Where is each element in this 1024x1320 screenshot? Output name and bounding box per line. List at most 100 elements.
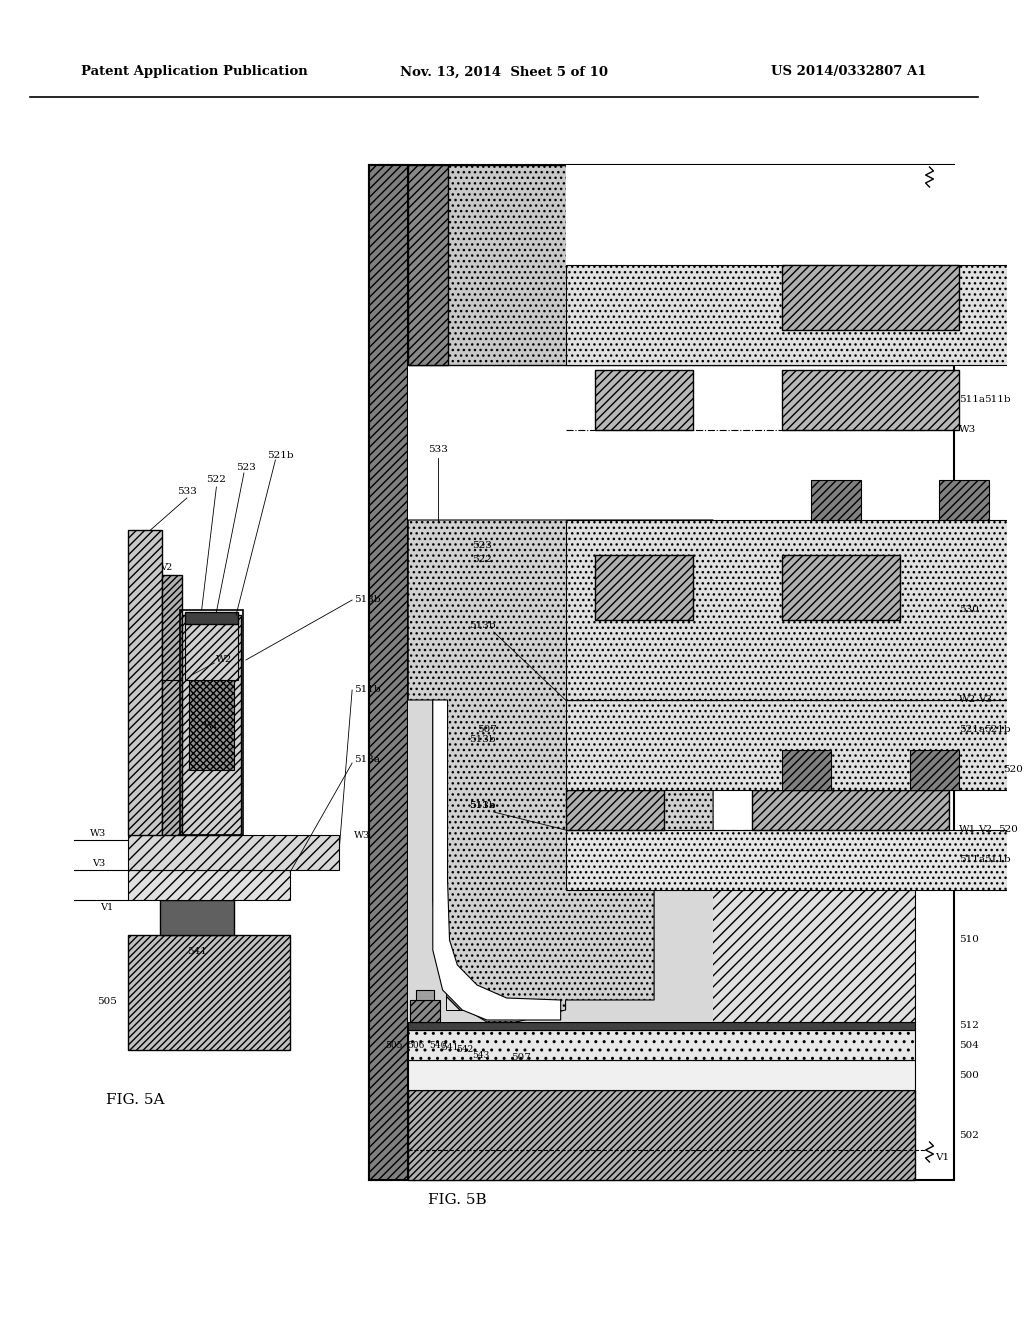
Text: 543: 543 xyxy=(472,1051,489,1060)
Bar xyxy=(128,836,339,870)
Text: 510: 510 xyxy=(959,936,979,945)
Text: 520: 520 xyxy=(998,825,1018,834)
Text: 511b: 511b xyxy=(469,800,496,809)
Text: 522: 522 xyxy=(472,556,492,565)
Bar xyxy=(409,520,713,1022)
Text: Patent Application Publication: Patent Application Publication xyxy=(81,66,307,78)
Text: 542: 542 xyxy=(457,1045,474,1055)
Bar xyxy=(128,870,290,900)
Text: V1: V1 xyxy=(935,1154,949,1163)
Bar xyxy=(409,1060,914,1090)
Bar xyxy=(409,165,447,366)
Bar xyxy=(409,1022,914,1030)
Text: Nov. 13, 2014  Sheet 5 of 10: Nov. 13, 2014 Sheet 5 of 10 xyxy=(399,66,607,78)
Bar xyxy=(409,861,914,1022)
Text: 521a: 521a xyxy=(959,726,985,734)
Text: 513b: 513b xyxy=(469,735,496,744)
Text: 505: 505 xyxy=(385,1040,402,1049)
Bar xyxy=(467,993,479,1008)
Text: V1: V1 xyxy=(100,903,114,912)
Bar xyxy=(409,1030,914,1060)
Bar xyxy=(595,370,693,430)
Bar xyxy=(565,700,1024,789)
Text: W1: W1 xyxy=(959,825,976,834)
Bar xyxy=(128,935,290,1049)
Text: 533: 533 xyxy=(428,446,447,454)
Bar xyxy=(811,480,860,520)
Text: 521b: 521b xyxy=(984,726,1011,734)
Bar xyxy=(782,370,959,430)
Bar xyxy=(182,615,241,836)
Bar xyxy=(180,610,243,836)
Text: W3: W3 xyxy=(354,830,371,840)
Text: V3: V3 xyxy=(978,696,992,705)
Bar xyxy=(595,554,693,620)
Bar xyxy=(188,680,234,770)
Text: 523: 523 xyxy=(472,540,492,549)
Text: 506: 506 xyxy=(408,1040,425,1049)
Text: 523: 523 xyxy=(236,463,256,473)
Bar xyxy=(409,165,605,1180)
Text: US 2014/0332807 A1: US 2014/0332807 A1 xyxy=(771,66,927,78)
Text: 522: 522 xyxy=(207,475,226,484)
Bar xyxy=(409,165,954,366)
Bar xyxy=(753,789,949,830)
Bar xyxy=(411,1001,439,1022)
Bar xyxy=(565,789,664,830)
Bar xyxy=(369,165,954,1180)
Bar xyxy=(162,576,182,836)
Bar xyxy=(445,985,465,1010)
Bar xyxy=(409,1090,914,1180)
Text: 507: 507 xyxy=(477,726,497,734)
Bar xyxy=(565,165,1024,366)
Bar xyxy=(161,900,234,935)
Text: 511b: 511b xyxy=(984,396,1011,404)
Bar xyxy=(416,990,434,1001)
Text: 541: 541 xyxy=(440,1044,458,1052)
Text: 521b: 521b xyxy=(267,450,294,459)
Text: W2: W2 xyxy=(959,696,976,705)
Text: 505: 505 xyxy=(97,998,117,1006)
Text: FIG. 5B: FIG. 5B xyxy=(428,1193,486,1206)
Text: 511b: 511b xyxy=(984,855,1011,865)
Text: W3: W3 xyxy=(959,425,976,434)
Polygon shape xyxy=(433,700,561,1020)
Text: 511a: 511a xyxy=(959,855,985,865)
Text: 500: 500 xyxy=(959,1071,979,1080)
Text: 513b: 513b xyxy=(469,620,496,630)
Bar xyxy=(462,990,470,1010)
Text: 533: 533 xyxy=(177,487,197,496)
Text: FIG. 5A: FIG. 5A xyxy=(106,1093,165,1107)
Text: W3: W3 xyxy=(90,829,106,838)
Text: 530: 530 xyxy=(959,606,979,615)
Text: V2: V2 xyxy=(160,562,172,572)
Text: 540: 540 xyxy=(429,1040,446,1049)
Bar xyxy=(128,531,162,836)
Bar xyxy=(565,520,1024,700)
Text: V2: V2 xyxy=(978,825,992,834)
Text: 520: 520 xyxy=(1004,766,1023,775)
Text: W1: W1 xyxy=(204,721,219,730)
Bar xyxy=(782,554,900,620)
Bar xyxy=(185,615,238,680)
Text: V3: V3 xyxy=(92,859,105,869)
Text: 507: 507 xyxy=(511,1053,531,1063)
Text: 513a: 513a xyxy=(469,800,495,809)
Text: 541: 541 xyxy=(186,948,207,957)
Bar xyxy=(185,612,238,624)
Bar xyxy=(782,265,959,330)
Bar xyxy=(910,750,959,789)
Bar xyxy=(565,265,1024,366)
Text: 511b: 511b xyxy=(354,685,381,694)
Text: 513a: 513a xyxy=(354,755,380,764)
Bar xyxy=(369,165,409,1180)
Text: 502: 502 xyxy=(959,1130,979,1139)
Bar xyxy=(565,830,1024,890)
Text: 513b: 513b xyxy=(354,595,381,605)
Polygon shape xyxy=(409,520,713,1022)
Text: 504: 504 xyxy=(959,1040,979,1049)
Text: 511a: 511a xyxy=(959,396,985,404)
Bar xyxy=(782,750,831,789)
Text: 512: 512 xyxy=(959,1022,979,1031)
Text: W2: W2 xyxy=(216,656,232,664)
